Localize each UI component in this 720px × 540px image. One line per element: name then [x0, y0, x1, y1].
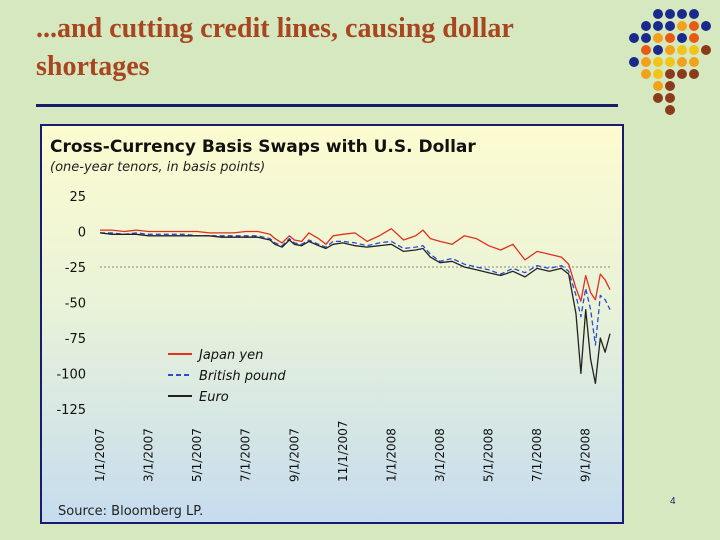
x-tick-label: 9/1/2008 [579, 428, 593, 482]
decorative-dot [665, 9, 675, 19]
decorative-dot [689, 45, 699, 55]
legend: Japan yen British pound Euro [168, 348, 286, 405]
y-tick-label: -125 [56, 403, 86, 418]
x-tick-label: 5/1/2008 [482, 428, 496, 482]
decorative-dot [689, 9, 699, 19]
decorative-dot [665, 45, 675, 55]
decorative-dot [653, 9, 663, 19]
x-tick-label: 11/1/2007 [336, 420, 350, 482]
series-line-british-pound [100, 232, 611, 346]
decorative-dot [665, 33, 675, 43]
series-line-euro [99, 232, 611, 385]
decorative-dot [629, 57, 639, 67]
decorative-dot [653, 33, 663, 43]
decorative-dot [641, 69, 651, 79]
axis-layer: 25 0 -25 -50 -75 -100 -125 1/1/2007 3/1/2007 5/1/… [56, 190, 592, 482]
y-tick-label: -100 [56, 368, 86, 383]
decorative-dot [689, 57, 699, 67]
slide-title: ...and cutting credit lines, causing dol… [36, 13, 514, 82]
legend-label: British pound [199, 369, 286, 384]
decorative-dot [653, 21, 663, 31]
x-tick-label: 1/1/2007 [93, 428, 107, 482]
decorative-dot [665, 81, 675, 91]
basis-swap-chart: Cross-Currency Basis Swaps with U.S. Dol… [50, 137, 611, 519]
decorative-dot [665, 57, 675, 67]
decorative-dot [665, 69, 675, 79]
chart-title: Cross-Currency Basis Swaps with U.S. Dol… [50, 137, 476, 157]
decorative-dot [653, 69, 663, 79]
legend-label: Japan yen [196, 348, 263, 363]
x-tick-label: 9/1/2007 [287, 428, 301, 482]
x-tick-label: 7/1/2008 [530, 428, 544, 482]
decorative-dot [653, 93, 663, 103]
decorative-dot [641, 45, 651, 55]
decorative-dot [701, 21, 711, 31]
decorative-dot [689, 33, 699, 43]
decorative-dot [701, 45, 711, 55]
decorative-dot [641, 33, 651, 43]
decorative-dot [665, 21, 675, 31]
y-tick-label: -50 [65, 297, 86, 312]
decorative-dot [653, 81, 663, 91]
legend-label: Euro [199, 390, 229, 405]
decorative-dot [665, 93, 675, 103]
decorative-dot [629, 33, 639, 43]
x-tick-label: 3/1/2008 [433, 428, 447, 482]
decorative-dot [677, 33, 687, 43]
decorative-dot [677, 57, 687, 67]
y-tick-label: 25 [69, 190, 86, 205]
y-tick-label: -75 [65, 332, 86, 347]
chart-panel: Cross-Currency Basis Swaps with U.S. Dol… [40, 124, 624, 524]
y-tick-label: -25 [65, 261, 86, 276]
x-tick-label: 5/1/2007 [190, 428, 204, 482]
x-tick-label: 7/1/2007 [239, 428, 253, 482]
x-tick-label: 1/1/2008 [384, 428, 398, 482]
decorative-dot [677, 45, 687, 55]
page-number: 4 [670, 496, 676, 507]
decorative-dot [641, 21, 651, 31]
series-layer [99, 228, 611, 385]
decorative-dot [677, 9, 687, 19]
chart-source: Source: Bloomberg LP. [58, 504, 203, 519]
decorative-dot [665, 105, 675, 115]
decorative-dot [653, 45, 663, 55]
y-tick-label: 0 [78, 226, 86, 241]
decorative-dot [677, 21, 687, 31]
decorative-dot [689, 21, 699, 31]
decorative-dot [653, 57, 663, 67]
chart-subtitle: (one-year tenors, in basis points) [50, 160, 265, 175]
decorative-dot [641, 57, 651, 67]
decorative-dot [677, 69, 687, 79]
decorative-dot [689, 69, 699, 79]
x-tick-label: 3/1/2007 [142, 428, 156, 482]
series-line-japan-yen [100, 228, 611, 302]
title-underline [36, 104, 618, 107]
decorative-dot-grid [629, 9, 711, 115]
